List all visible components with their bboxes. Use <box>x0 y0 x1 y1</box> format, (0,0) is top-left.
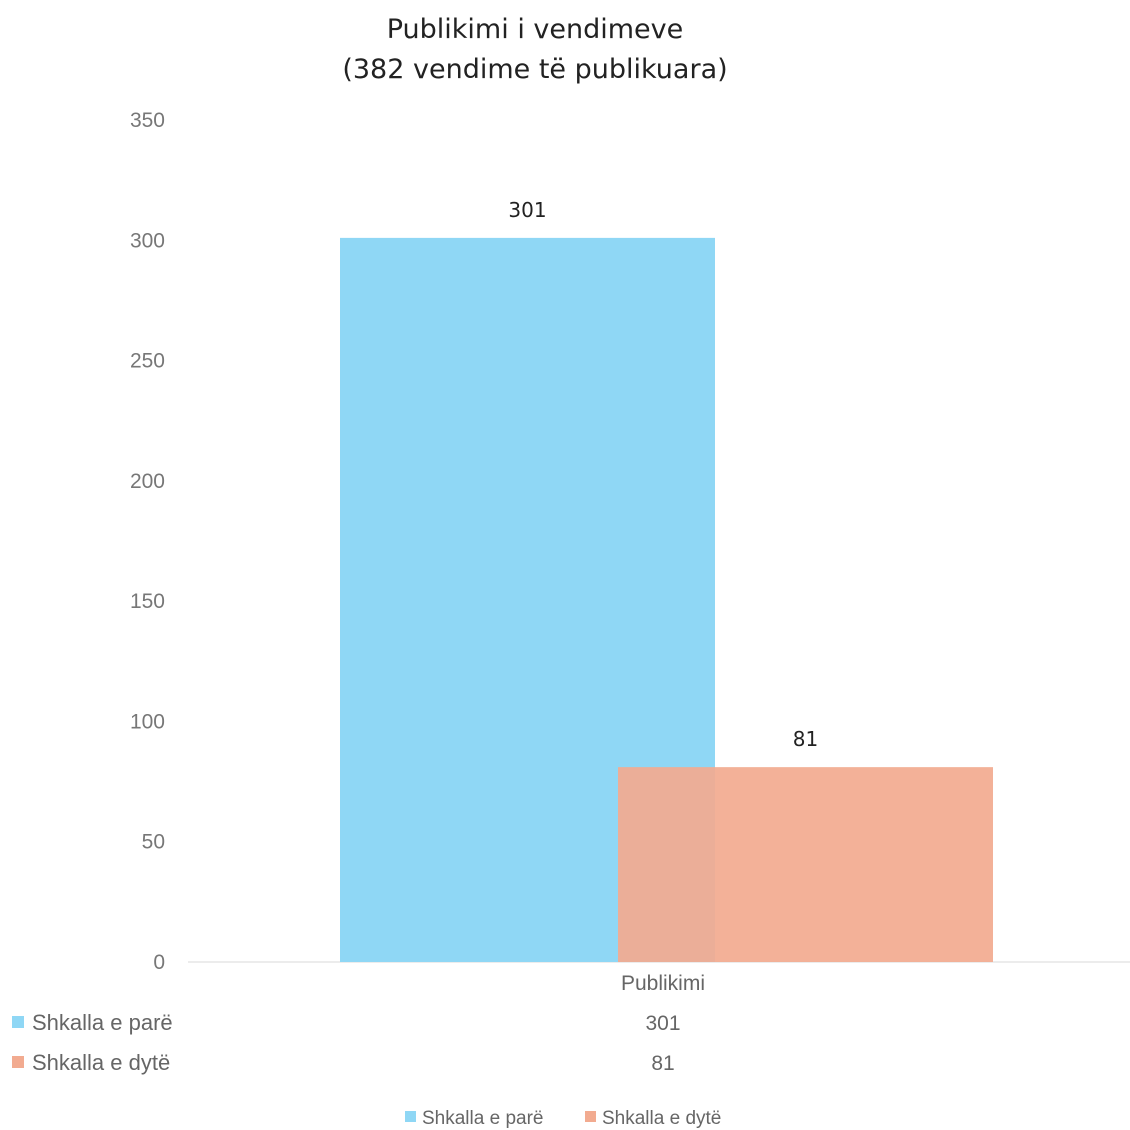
y-tick-label: 250 <box>130 350 165 373</box>
y-tick-label: 150 <box>130 590 165 613</box>
table-series-value: 301 <box>645 1012 680 1035</box>
y-axis: 0 50 100 150 200 250 300 350 <box>130 109 165 974</box>
table-series-name: Shkalla e parë <box>32 1010 173 1035</box>
y-tick-label: 200 <box>130 470 165 493</box>
table-legend-key <box>12 1056 24 1068</box>
category-label: Publikimi <box>621 972 705 995</box>
legend: Shkalla e parë Shkalla e dytë <box>405 1108 721 1129</box>
bar-shkalla-e-dyte <box>618 767 993 962</box>
bar-value-label: 301 <box>508 198 546 222</box>
legend-label: Shkalla e dytë <box>602 1108 721 1129</box>
bar-value-label: 81 <box>793 727 818 751</box>
table-series-value: 81 <box>651 1052 674 1075</box>
y-tick-label: 50 <box>142 831 165 854</box>
legend-key <box>405 1111 416 1122</box>
y-tick-label: 0 <box>153 951 165 974</box>
chart-title-line-1: Publikimi i vendimeve <box>387 14 684 45</box>
y-tick-label: 350 <box>130 109 165 132</box>
table-series-name: Shkalla e dytë <box>32 1050 170 1075</box>
chart-title-line-2: (382 vendime të publikuara) <box>342 54 727 85</box>
bars <box>340 237 993 962</box>
legend-key <box>585 1111 596 1122</box>
y-tick-label: 100 <box>130 710 165 733</box>
data-labels: 301 81 <box>508 198 818 751</box>
legend-label: Shkalla e parë <box>422 1108 543 1129</box>
y-tick-label: 300 <box>130 229 165 252</box>
data-table: Shkalla e parë 301 Shkalla e dytë 81 <box>12 1010 681 1075</box>
table-legend-key <box>12 1016 24 1028</box>
